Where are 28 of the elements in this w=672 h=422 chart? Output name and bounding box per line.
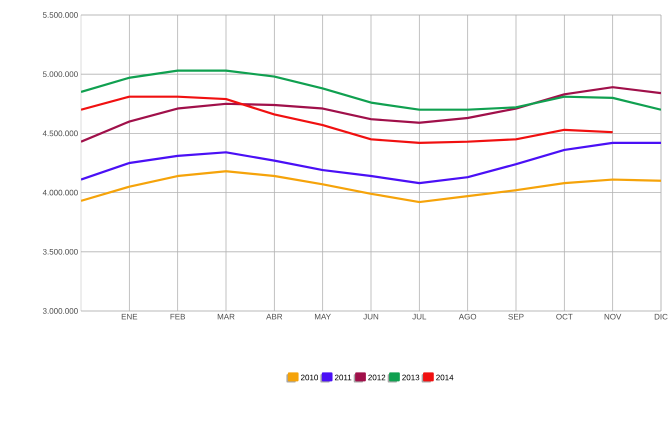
- x-tick-label: ABR: [266, 314, 282, 320]
- x-tick-label: JUN: [363, 314, 378, 320]
- x-tick-label: SEP: [508, 314, 524, 320]
- x-tick-label: ENE: [122, 314, 138, 320]
- line-series: [81, 170, 661, 204]
- legend-label: 2014: [436, 374, 454, 380]
- line-series: [81, 86, 661, 143]
- line-series: [81, 70, 661, 111]
- line-series: [81, 142, 661, 184]
- x-tick-label: AGO: [458, 314, 476, 320]
- y-tick-label: 3.500.000: [42, 248, 78, 255]
- y-tick-label: 4.000.000: [42, 190, 78, 196]
- x-tick-label: OCT: [556, 314, 573, 320]
- y-tick-label: 5.500.000: [42, 12, 78, 18]
- legend-label: 2013: [402, 374, 420, 380]
- y-tick-label: 5.000.000: [42, 71, 78, 78]
- x-tick-label: MAR: [218, 314, 235, 320]
- y-tick-label: 4.500.000: [42, 130, 78, 136]
- legend-label: 2011: [334, 374, 352, 380]
- y-tick-label: 3.000.000: [42, 308, 78, 314]
- x-tick-label: FEB: [170, 314, 186, 320]
- line-series: [81, 96, 614, 144]
- x-tick-label: JUL: [412, 314, 426, 320]
- legend-label: 2010: [300, 374, 318, 380]
- x-tick-label: NOV: [604, 314, 622, 320]
- x-tick-label: MAY: [314, 314, 331, 320]
- x-tick-label: DIC: [654, 314, 668, 320]
- legend-label: 2012: [368, 374, 386, 380]
